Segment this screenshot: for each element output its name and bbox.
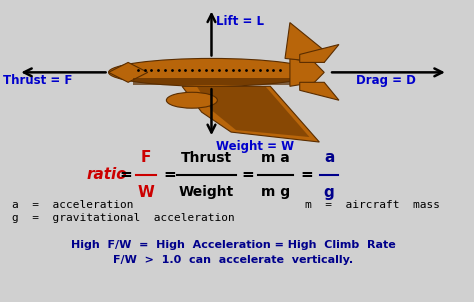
Text: W: W	[137, 185, 154, 200]
Text: Drag = D: Drag = D	[356, 74, 416, 87]
Text: a  =  acceleration: a = acceleration	[12, 200, 134, 210]
Polygon shape	[133, 78, 290, 85]
Text: Lift = L: Lift = L	[217, 14, 264, 27]
Polygon shape	[300, 82, 339, 100]
Text: =: =	[241, 167, 254, 182]
Text: g: g	[324, 185, 335, 200]
Polygon shape	[300, 44, 339, 63]
Text: m a: m a	[261, 151, 290, 165]
Text: Weight: Weight	[179, 185, 234, 199]
Text: High  F/W  =  High  Acceleration = High  Climb  Rate: High F/W = High Acceleration = High Clim…	[71, 239, 395, 249]
Polygon shape	[197, 86, 310, 137]
Text: m  =  aircraft  mass: m = aircraft mass	[305, 200, 439, 210]
Polygon shape	[285, 23, 324, 63]
Text: =: =	[163, 167, 176, 182]
Text: a: a	[324, 150, 334, 165]
Polygon shape	[290, 58, 324, 86]
Text: F: F	[141, 150, 151, 165]
Polygon shape	[109, 63, 148, 82]
Ellipse shape	[109, 58, 314, 86]
Text: Weight = W: Weight = W	[217, 140, 294, 153]
Text: Thrust: Thrust	[181, 151, 232, 165]
Text: g  =  gravitational  acceleration: g = gravitational acceleration	[12, 213, 235, 223]
Text: =: =	[120, 167, 133, 182]
Ellipse shape	[166, 92, 218, 108]
Text: F/W  >  1.0  can  accelerate  vertically.: F/W > 1.0 can accelerate vertically.	[113, 255, 353, 265]
Polygon shape	[182, 86, 319, 142]
Text: Thrust = F: Thrust = F	[3, 74, 72, 87]
Text: ratio: ratio	[87, 167, 128, 182]
Text: =: =	[300, 167, 313, 182]
Text: m g: m g	[261, 185, 290, 199]
